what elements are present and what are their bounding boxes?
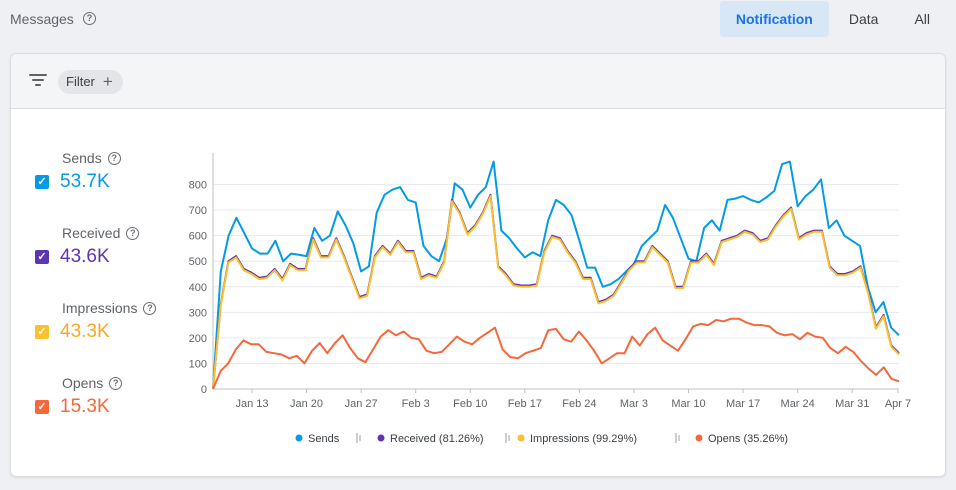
opens-checkbox[interactable]: ✓ [35,400,49,414]
y-tick-label: 300 [189,307,207,319]
impressions-checkbox[interactable]: ✓ [35,325,49,339]
top-bar: Messages ? Notification Data All [0,0,956,40]
x-tick-label: Mar 3 [620,398,648,410]
legend-marker [377,434,385,442]
legend-label: Sends [308,433,340,445]
help-icon[interactable]: ? [109,376,123,390]
y-tick-label: 700 [189,205,207,217]
help-icon[interactable]: ? [107,151,121,165]
x-tick-label: Mar 17 [726,398,760,410]
x-tick-label: Jan 20 [290,398,323,410]
metric-value: 43.6K [60,246,110,267]
legend-marker [695,434,703,442]
metric-label: Received [62,225,121,241]
tab-bar: Notification Data All [719,1,946,37]
metric-opens: Opens? ✓ 15.3K [35,375,123,418]
metric-label: Sends [62,150,102,166]
legend-marker [517,434,525,442]
filter-list-icon[interactable] [29,72,49,88]
help-icon[interactable]: ? [143,301,157,315]
series-line-opens [212,317,900,390]
y-tick-label: 100 [189,358,207,370]
x-tick-label: Mar 31 [835,398,869,410]
series-line-received [212,193,900,390]
metric-sends: Sends? ✓ 53.7K [35,150,121,193]
metric-value: 15.3K [60,396,110,417]
x-tick-label: Feb 24 [562,398,596,410]
x-tick-label: Feb 10 [453,398,487,410]
line-chart: 0 100 200 300 400 500 600 700 800 Jan 13 Jan 20 Jan… [189,153,911,445]
y-tick-label: 0 [201,384,207,396]
y-tick-label: 500 [189,256,207,268]
metric-received: Received? ✓ 43.6K [35,225,140,268]
legend-label: Received (81.26%) [390,433,484,445]
metric-label: Opens [62,375,104,391]
metric-impressions: Impressions? ✓ 43.3K [35,300,157,343]
tab-all[interactable]: All [914,11,930,27]
y-tick-label: 200 [189,333,207,345]
legend-label: Opens (35.26%) [708,433,788,445]
help-icon[interactable]: ? [126,226,140,240]
received-checkbox[interactable]: ✓ [35,250,49,264]
y-tick-label: 600 [189,231,207,243]
plus-icon[interactable]: + [102,72,113,91]
metric-label: Impressions [62,300,138,316]
x-tick-label: Mar 10 [671,398,705,410]
tab-data[interactable]: Data [848,11,879,27]
x-tick-label: Jan 27 [345,398,378,410]
y-tick-label: 800 [189,180,207,192]
x-tick-label: Apr 7 [885,398,911,410]
help-icon[interactable]: ? [83,12,96,25]
sends-checkbox[interactable]: ✓ [35,175,49,189]
series-line-impressions [212,195,900,390]
series-line-sends [212,160,900,390]
metric-value: 43.3K [60,321,110,342]
legend-marker [295,434,303,442]
page-title: Messages [10,11,74,27]
filter-chip-label: Filter [66,74,95,89]
filter-bar: Filter + [11,54,945,109]
x-tick-label: Feb 3 [402,398,430,410]
y-tick-label: 400 [189,282,207,294]
legend-label: Impressions (99.29%) [530,433,637,445]
x-tick-label: Feb 17 [508,398,542,410]
filter-chip[interactable]: Filter + [58,70,123,94]
tab-notification[interactable]: Notification [719,1,829,37]
x-tick-label: Mar 24 [781,398,815,410]
metric-value: 53.7K [60,171,110,192]
x-tick-label: Jan 13 [235,398,268,410]
chart-card: Filter + Sends? ✓ 53.7K Received? ✓ 43.6K… [10,53,946,477]
